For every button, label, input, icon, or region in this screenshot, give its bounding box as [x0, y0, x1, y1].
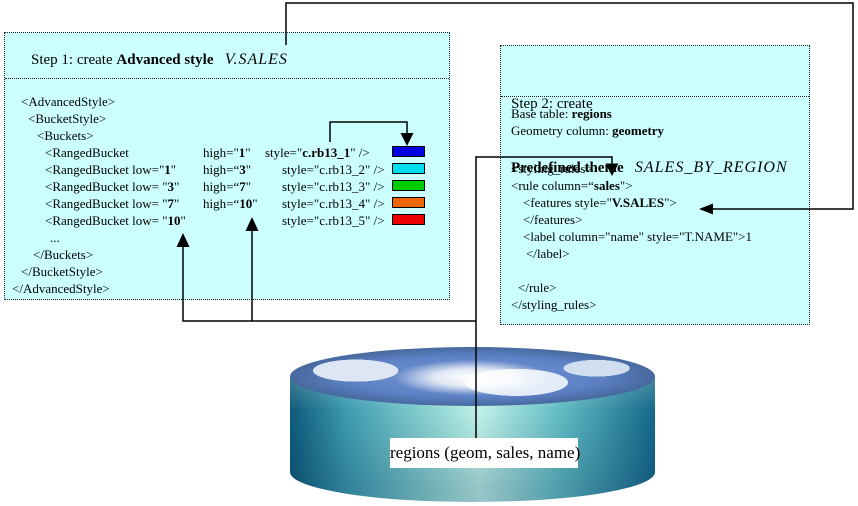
code-line: <Buckets>: [37, 128, 94, 143]
bucket-color-swatches: [392, 146, 425, 231]
bucket-row: <RangedBucket low= "7" high=“10" style="…: [45, 195, 449, 212]
code-line: </rule>: [518, 280, 557, 295]
world-map-globe: [290, 347, 655, 406]
code-line: high=“7": [203, 179, 252, 194]
code-line: style="c.rb13_1" />: [265, 145, 370, 160]
bucket-color-swatch: [392, 214, 425, 225]
code-line: <BucketStyle>: [28, 111, 107, 126]
bucket-row: <RangedBucket low="1" high=“3" style="c.…: [45, 161, 449, 178]
code-line: high=“3": [203, 162, 252, 177]
step2-panel: Step 2: create Predefined theme SALES_BY…: [500, 45, 810, 325]
code-line: </BucketStyle>: [21, 264, 103, 279]
code-line: <RangedBucket low="1": [45, 162, 177, 177]
code-line: </Buckets>: [33, 247, 94, 262]
step1-title: Step 1: create Advanced style V.SALES: [5, 33, 449, 79]
bucket-row: <RangedBucket low= "10" style="c.rb13_5"…: [45, 212, 449, 229]
code-line: </label>: [526, 246, 570, 261]
code-line: <RangedBucket low= "3": [45, 179, 180, 194]
code-line: style="c.rb13_2" />: [282, 162, 385, 177]
database-table-label: regions (geom, sales, name): [390, 438, 580, 468]
code-line: high="1": [203, 145, 251, 160]
blank-line: [511, 262, 809, 279]
code-line: style="c.rb13_3" />: [282, 179, 385, 194]
code-line: <rule column=“sales">: [511, 178, 633, 193]
code-line: ...: [50, 230, 60, 245]
database-cylinder: [290, 347, 655, 502]
code-line: </AdvancedStyle>: [12, 281, 110, 296]
bucket-color-swatch: [392, 163, 425, 174]
step2-title: Step 2: create Predefined theme SALES_BY…: [501, 46, 809, 176]
code-line: </styling_rules>: [511, 297, 597, 312]
code-line: <AdvancedStyle>: [21, 94, 116, 109]
bucket-color-swatch: [392, 180, 425, 191]
step2-code-block: Base table: regions Geometry column: geo…: [501, 97, 809, 313]
code-line: style="c.rb13_5" />: [282, 213, 385, 228]
code-line: high=“10": [203, 196, 258, 211]
bucket-color-swatch: [392, 197, 425, 208]
code-line: <RangedBucket low= "7": [45, 196, 180, 211]
bucket-row: <RangedBucket low= "3" high=“7" style="c…: [45, 178, 449, 195]
bucket-color-swatch: [392, 146, 425, 157]
code-line: <RangedBucket low= "10": [45, 213, 186, 228]
code-line: <features style="V.SALES">: [523, 195, 677, 210]
base-table-line: Base table: regions: [511, 106, 612, 121]
bucket-row: <RangedBucket high="1" style="c.rb13_1" …: [45, 144, 449, 161]
code-line: <label column="name" style="T.NAME">1: [523, 229, 753, 244]
code-line: </features>: [523, 212, 583, 227]
code-line: <RangedBucket: [45, 145, 129, 160]
code-line: style="c.rb13_4" />: [282, 196, 385, 211]
step1-panel: Step 1: create Advanced style V.SALES <A…: [4, 32, 450, 300]
step1-code-block: <AdvancedStyle> <BucketStyle> <Buckets> …: [5, 79, 449, 297]
geometry-column-line: Geometry column: geometry: [511, 123, 665, 138]
